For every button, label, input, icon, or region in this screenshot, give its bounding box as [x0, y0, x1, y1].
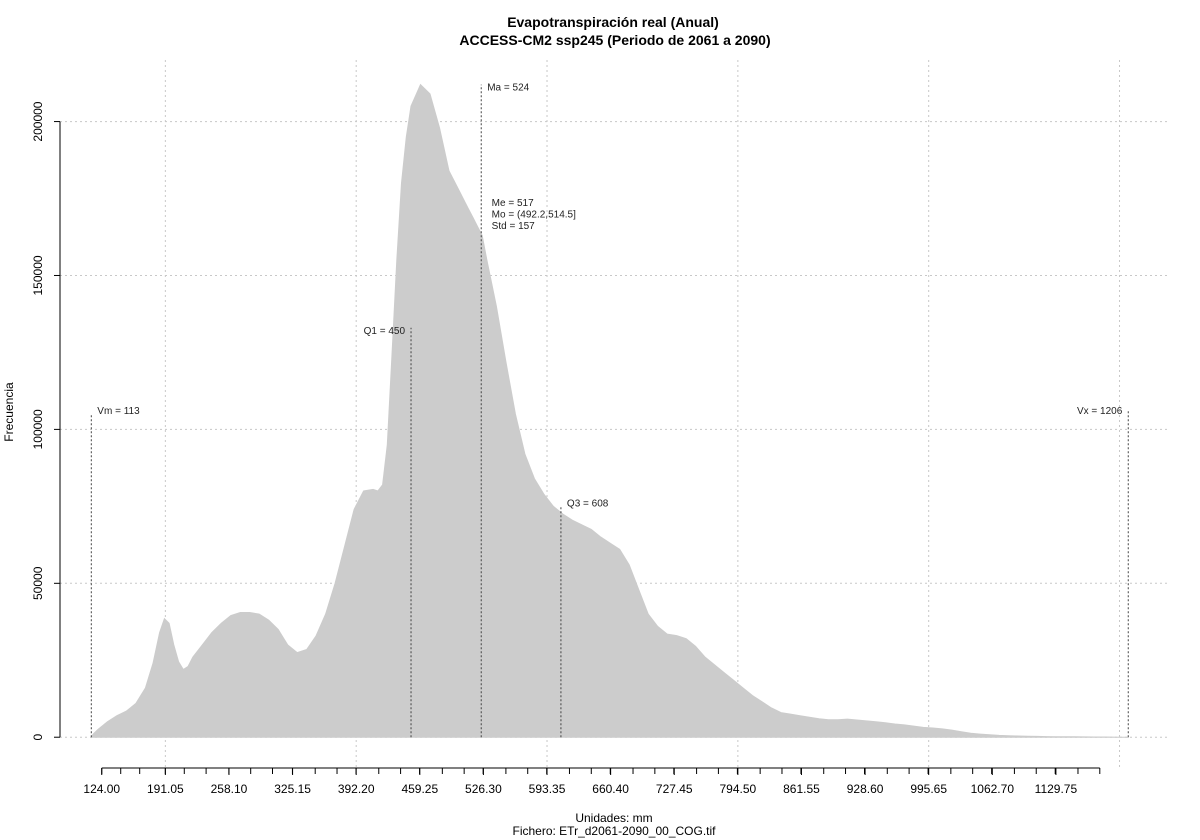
x-tick-label-7: 593.35: [529, 782, 566, 796]
marker-label-vx: Vx = 1206: [1077, 406, 1123, 417]
x-tick-label-0: 124.00: [83, 782, 120, 796]
x-tick-label-1: 191.05: [147, 782, 184, 796]
x-axis-label: Unidades: mm: [575, 811, 652, 825]
x-tick-label-4: 392.20: [338, 782, 375, 796]
file-caption: Fichero: ETr_d2061-2090_00_COG.tif: [513, 824, 717, 838]
x-tick-label-11: 861.55: [783, 782, 820, 796]
density-area: [90, 83, 1129, 738]
marker-label-q1: Q1 = 450: [364, 326, 406, 337]
x-tick-label-9: 727.45: [656, 782, 693, 796]
stats-line-1: Mo = (492.2,514.5]: [492, 210, 576, 221]
x-tick-label-5: 459.25: [401, 782, 438, 796]
y-tick-label-1: 50000: [31, 566, 45, 600]
x-tick-label-3: 325.15: [274, 782, 311, 796]
y-axis-label: Frecuencia: [2, 382, 16, 442]
marker-layer: Vm = 113 Q1 = 450 Ma = 524 Q3 = 608 Vx = 120…: [90, 83, 1129, 738]
x-tick-label-8: 660.40: [592, 782, 629, 796]
marker-label-vm: Vm = 113: [97, 406, 140, 417]
x-tick-label-12: 928.60: [847, 782, 884, 796]
stats-line-0: Me = 517: [492, 198, 534, 209]
y-tick-label-3: 150000: [31, 255, 45, 295]
marker-label-q3: Q3 = 608: [567, 498, 609, 509]
y-tick-label-2: 100000: [31, 409, 45, 449]
stats-line-2: Std = 157: [492, 221, 536, 232]
area-layer: [90, 83, 1129, 738]
axis-layer: 0 50000 100000 150000 200000 124.00 191.05 258.…: [31, 101, 1101, 796]
x-tick-label-10: 794.50: [720, 782, 757, 796]
y-tick-label-4: 200000: [31, 101, 45, 141]
chart-subtitle: ACCESS-CM2 ssp245 (Periodo de 2061 a 209…: [459, 32, 770, 48]
x-tick-label-15: 1129.75: [1035, 782, 1078, 796]
marker-label-ma: Ma = 524: [487, 83, 529, 94]
chart-title: Evapotranspiración real (Anual): [507, 14, 719, 30]
x-tick-label-6: 526.30: [465, 782, 502, 796]
y-tick-label-0: 0: [31, 734, 45, 741]
x-tick-label-14: 1062.70: [971, 782, 1015, 796]
x-tick-label-13: 995.65: [910, 782, 947, 796]
x-tick-label-2: 258.10: [211, 782, 248, 796]
